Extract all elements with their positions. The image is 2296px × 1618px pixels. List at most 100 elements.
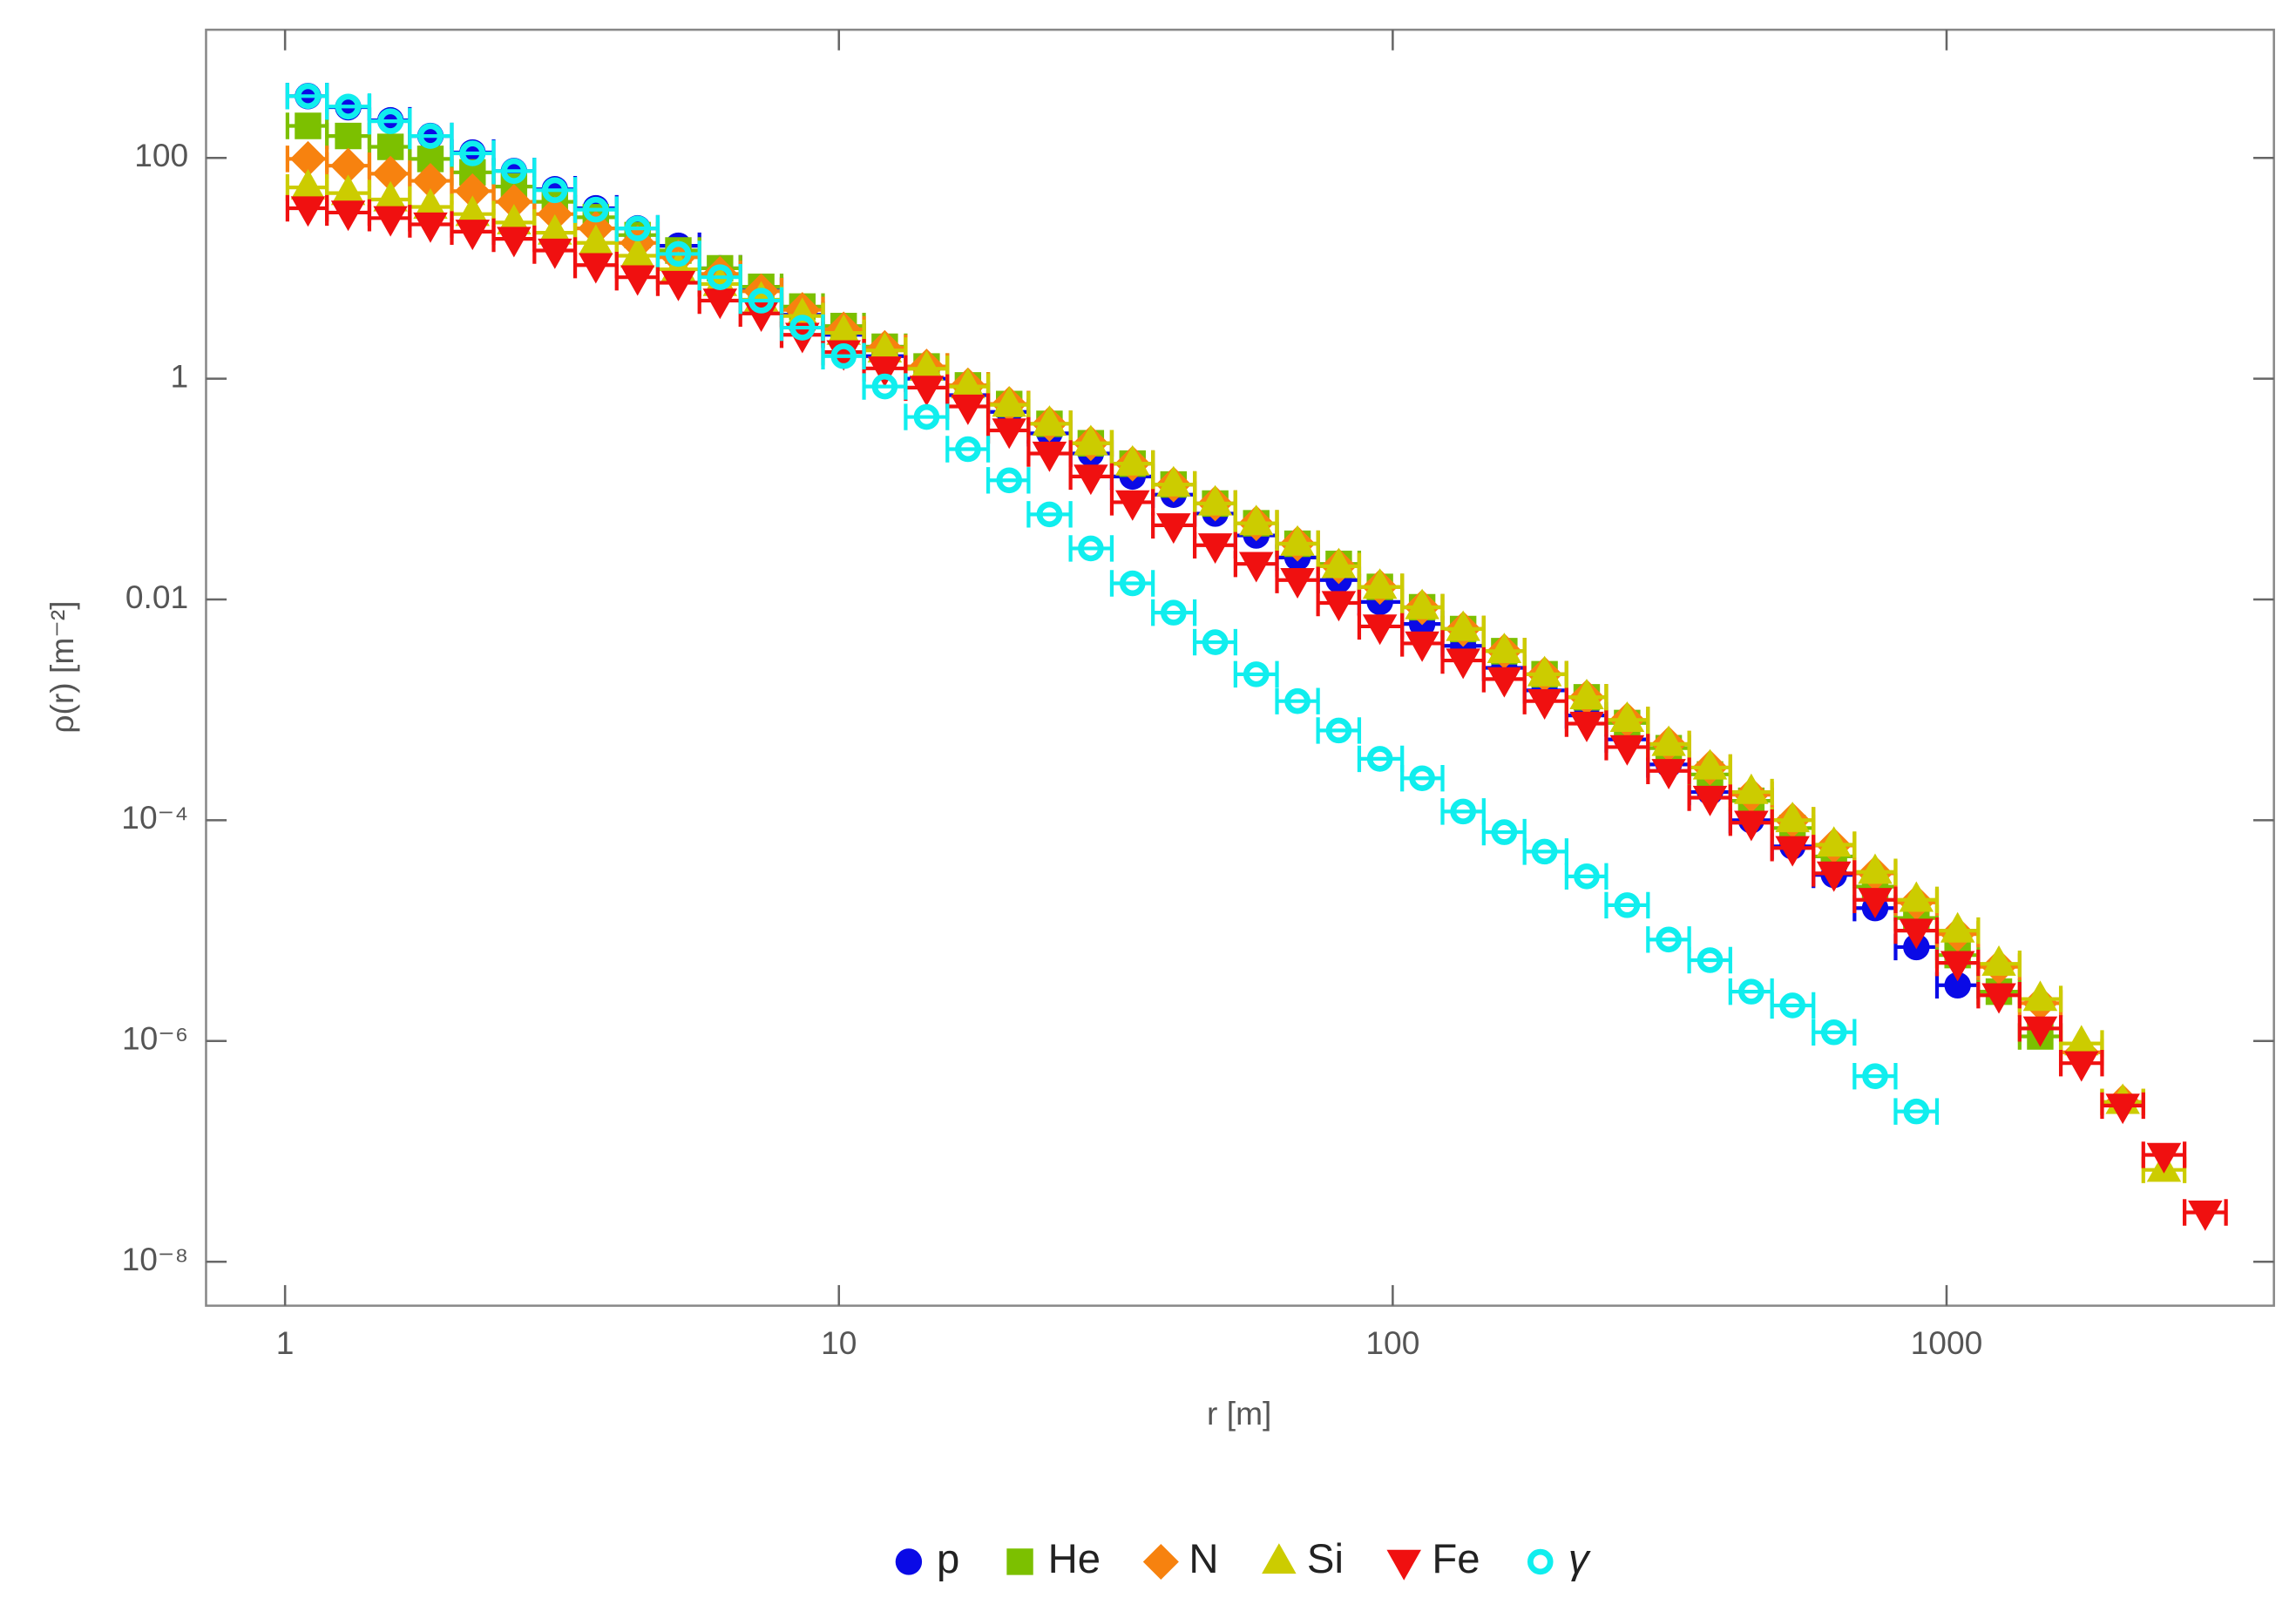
data-point: [413, 188, 448, 220]
legend-label: Fe: [1432, 1536, 1480, 1582]
data-point: [1161, 599, 1187, 626]
data-point: [1238, 552, 1274, 583]
legend-label: Si: [1307, 1536, 1344, 1582]
y-tick-label: 1: [171, 357, 189, 394]
data-point: [1156, 513, 1191, 545]
data-point: [290, 168, 326, 200]
plot-frame: [205, 28, 2275, 1307]
error-bar: [904, 403, 950, 430]
series-circle-open: [285, 83, 1940, 1125]
data-point: [1366, 746, 1393, 772]
data-point: [1775, 836, 1810, 867]
x-tick-label: 100: [1365, 1324, 1419, 1361]
data-point: [620, 237, 655, 268]
data-point: [1405, 588, 1439, 619]
error-bar: [1151, 599, 1197, 626]
error-bar: [1893, 1098, 1940, 1125]
plot-area: [285, 83, 2228, 1231]
data-point: [1779, 992, 1805, 1019]
legend-item: p: [895, 1536, 959, 1582]
data-point: [1775, 802, 1810, 833]
x-tick-label: 10: [821, 1324, 857, 1361]
data-point: [290, 196, 326, 227]
data-point: [1531, 838, 1558, 865]
data-point: [497, 204, 532, 235]
data-point: [909, 376, 945, 407]
data-point: [660, 270, 696, 301]
data-point: [330, 174, 366, 206]
error-bar: [1522, 838, 1568, 865]
y-tick-label: 10⁻⁴: [121, 799, 188, 836]
data-point: [620, 265, 655, 296]
data-point: [1036, 501, 1063, 528]
error-bar: [779, 314, 825, 342]
data-point: [377, 108, 403, 134]
data-point: [955, 436, 981, 463]
data-point: [1734, 810, 1769, 842]
data-point: [951, 394, 985, 425]
y-tick-label: 10⁻⁸: [122, 1241, 189, 1277]
data-point: [1692, 785, 1728, 816]
data-point: [1325, 717, 1352, 744]
error-bar: [1109, 570, 1155, 597]
data-point: [1487, 633, 1522, 664]
legend-marker: [1006, 1548, 1033, 1575]
y-tick-label: 0.01: [125, 579, 188, 615]
error-bar: [1852, 1062, 1898, 1090]
data-point: [1280, 525, 1315, 556]
error-bar: [862, 373, 908, 400]
data-point: [537, 196, 573, 233]
data-point: [1073, 424, 1108, 456]
data-point: [1858, 888, 1893, 919]
x-tick-label: 1000: [1911, 1324, 1983, 1361]
data-point: [497, 227, 532, 258]
data-point: [412, 163, 449, 200]
data-point: [748, 288, 775, 314]
error-bar: [738, 287, 784, 315]
data-point: [1119, 570, 1146, 597]
data-point: [1409, 765, 1435, 791]
data-point: [376, 133, 404, 160]
data-point: [1073, 464, 1108, 496]
data-point: [1156, 465, 1191, 497]
data-point: [454, 173, 491, 209]
data-point: [1574, 863, 1600, 890]
error-bar: [1316, 717, 1362, 744]
error-bar: [614, 214, 660, 242]
data-point: [1899, 881, 1934, 912]
data-point: [1197, 484, 1233, 516]
data-point: [1697, 947, 1724, 973]
data-point: [1527, 655, 1562, 687]
data-point: [501, 158, 527, 185]
data-point: [707, 264, 734, 290]
legend-item: He: [1006, 1536, 1101, 1582]
data-point: [1692, 748, 1728, 780]
data-point: [583, 196, 609, 223]
data-point: [1569, 678, 1604, 709]
legend-item: N: [1142, 1536, 1219, 1582]
legend-item: γ: [1527, 1536, 1591, 1582]
error-bar: [1770, 992, 1816, 1019]
data-point: [417, 146, 444, 173]
data-point: [330, 200, 366, 232]
data-point: [538, 238, 572, 269]
error-bar: [1026, 501, 1073, 528]
error-bar: [1564, 863, 1609, 890]
error-bar: [1193, 628, 1237, 656]
error-bar: [1068, 535, 1114, 562]
data-point: [1609, 701, 1645, 732]
data-point: [373, 206, 408, 237]
data-point: [413, 212, 448, 243]
data-point: [1446, 648, 1480, 680]
data-point: [2022, 980, 2058, 1012]
data-point: [992, 418, 1026, 450]
data-point: [2146, 1142, 2182, 1174]
data-point: [295, 83, 322, 110]
data-point: [702, 265, 738, 296]
error-bar: [697, 263, 742, 291]
legend-label: N: [1189, 1536, 1218, 1582]
data-point: [1614, 892, 1641, 918]
data-point: [1899, 918, 1934, 950]
